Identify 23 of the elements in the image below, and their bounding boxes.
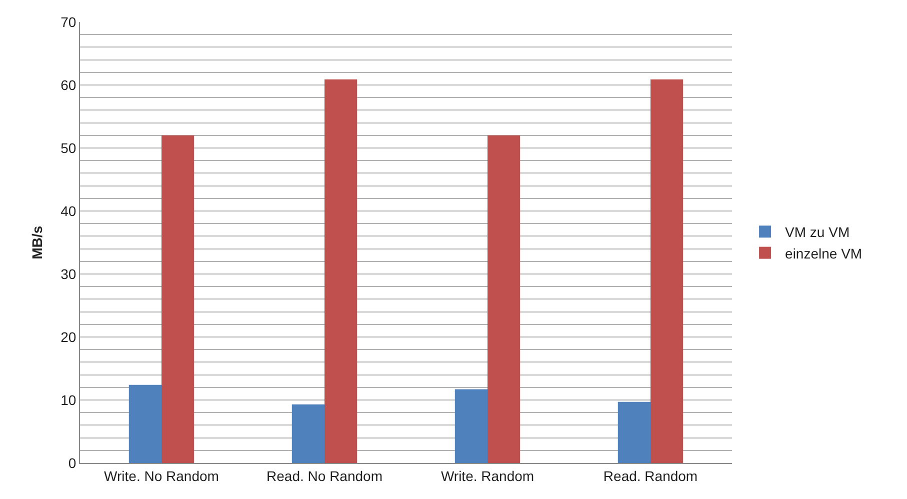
legend-label: einzelne VM — [785, 245, 862, 262]
y-tick-label: 70 — [60, 14, 76, 30]
bar — [292, 404, 324, 463]
y-tick-label: 60 — [60, 76, 76, 93]
bar — [324, 79, 358, 463]
bar — [650, 79, 684, 463]
y-tick-label: 10 — [60, 392, 76, 408]
y-tick-label: 30 — [60, 266, 76, 282]
bar — [162, 135, 194, 463]
x-tick-label: Write. No Random — [104, 468, 219, 484]
y-tick-label: 20 — [60, 328, 76, 345]
x-tick-label: Write. Random — [440, 468, 534, 484]
bar — [618, 402, 650, 463]
legend-label: VM zu VM — [785, 224, 850, 240]
y-axis-title: MB/s — [29, 226, 45, 260]
x-tick-label: Read. Random — [603, 468, 698, 484]
bar — [488, 135, 520, 463]
y-tick-label: 50 — [60, 140, 76, 156]
y-tick-label: 0 — [68, 454, 76, 471]
x-tick-label: Read. No Random — [266, 468, 382, 484]
bar — [128, 384, 162, 463]
bar — [454, 389, 488, 463]
y-tick-label: 40 — [60, 202, 76, 219]
